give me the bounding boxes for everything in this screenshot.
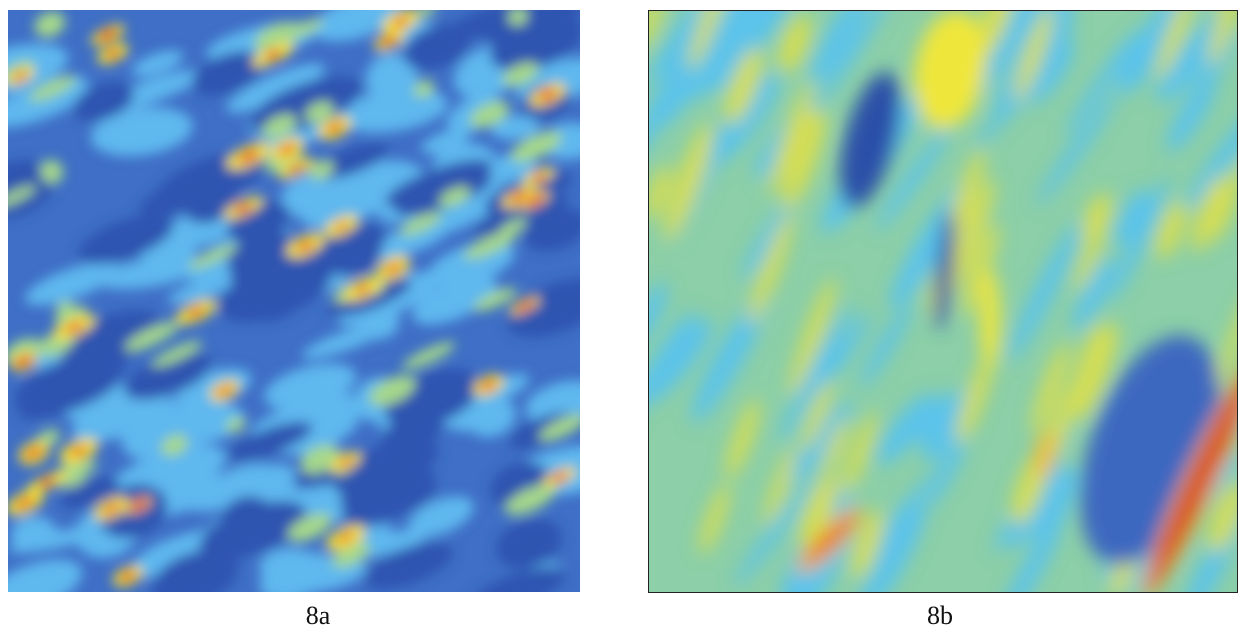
- heatmap-b: [604, 0, 1238, 635]
- caption: 8b: [927, 601, 953, 630]
- texture-blob: [980, 270, 1000, 370]
- figure: 8a 8b: [0, 0, 1238, 635]
- page: 8a 8b (() => { const data = JSON.parse(d…: [0, 0, 1238, 635]
- caption: 8a: [306, 601, 331, 630]
- heatmap-a: [0, 0, 622, 626]
